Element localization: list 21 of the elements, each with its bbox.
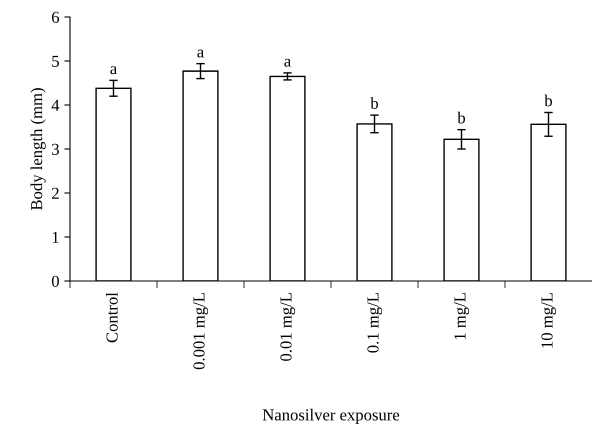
x-axis-title: Nanosilver exposure xyxy=(262,408,400,424)
x-tick-label: 0.01 mg/L xyxy=(280,293,296,361)
x-tick-label: 1 mg/L xyxy=(454,293,470,340)
annotation: b xyxy=(370,97,378,109)
y-tick-label: 1 xyxy=(52,232,59,243)
annotation: b xyxy=(457,112,466,124)
y-tick-label: 5 xyxy=(52,56,59,67)
x-tick-label: Control xyxy=(106,292,118,342)
annotation: a xyxy=(284,58,291,67)
y-axis-title: Body length (mm) xyxy=(30,88,46,210)
x-tick-label: 0.1 mg/L xyxy=(367,293,382,353)
y-tick-label: 4 xyxy=(52,100,60,111)
y-tick-label: 6 xyxy=(52,12,60,23)
annotation: b xyxy=(544,94,552,106)
x-tick-label: 0.001 mg/L xyxy=(193,293,208,370)
annotation: a xyxy=(197,49,204,58)
y-tick-label: 0 xyxy=(52,276,59,287)
y-tick-label: 3 xyxy=(52,144,59,155)
annotation: a xyxy=(110,66,117,74)
x-tick-label: 10 mg/L xyxy=(541,293,556,348)
y-tick-label: 2 xyxy=(52,188,59,199)
